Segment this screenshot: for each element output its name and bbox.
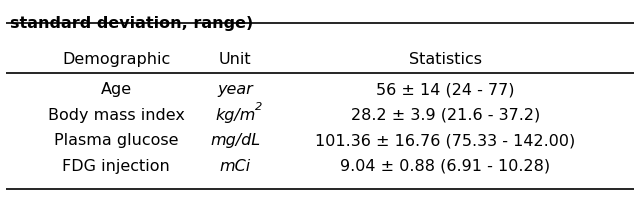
Text: year: year <box>218 82 253 97</box>
Text: 9.04 ± 0.88 (6.91 - 10.28): 9.04 ± 0.88 (6.91 - 10.28) <box>340 159 550 174</box>
Text: Demographic: Demographic <box>62 52 170 67</box>
Text: mg/dL: mg/dL <box>211 133 260 148</box>
Text: Plasma glucose: Plasma glucose <box>54 133 179 148</box>
Text: Age: Age <box>100 82 132 97</box>
Text: 28.2 ± 3.9 (21.6 - 37.2): 28.2 ± 3.9 (21.6 - 37.2) <box>351 108 540 123</box>
Text: 101.36 ± 16.76 (75.33 - 142.00): 101.36 ± 16.76 (75.33 - 142.00) <box>316 133 575 148</box>
Text: Statistics: Statistics <box>409 52 482 67</box>
Text: kg/m: kg/m <box>215 108 255 123</box>
Text: FDG injection: FDG injection <box>62 159 170 174</box>
Text: standard deviation, range): standard deviation, range) <box>10 16 253 31</box>
Text: Body mass index: Body mass index <box>48 108 184 123</box>
Text: 56 ± 14 (24 - 77): 56 ± 14 (24 - 77) <box>376 82 515 97</box>
Text: Unit: Unit <box>219 52 252 67</box>
Text: 2: 2 <box>255 102 263 112</box>
Text: mCi: mCi <box>220 159 251 174</box>
